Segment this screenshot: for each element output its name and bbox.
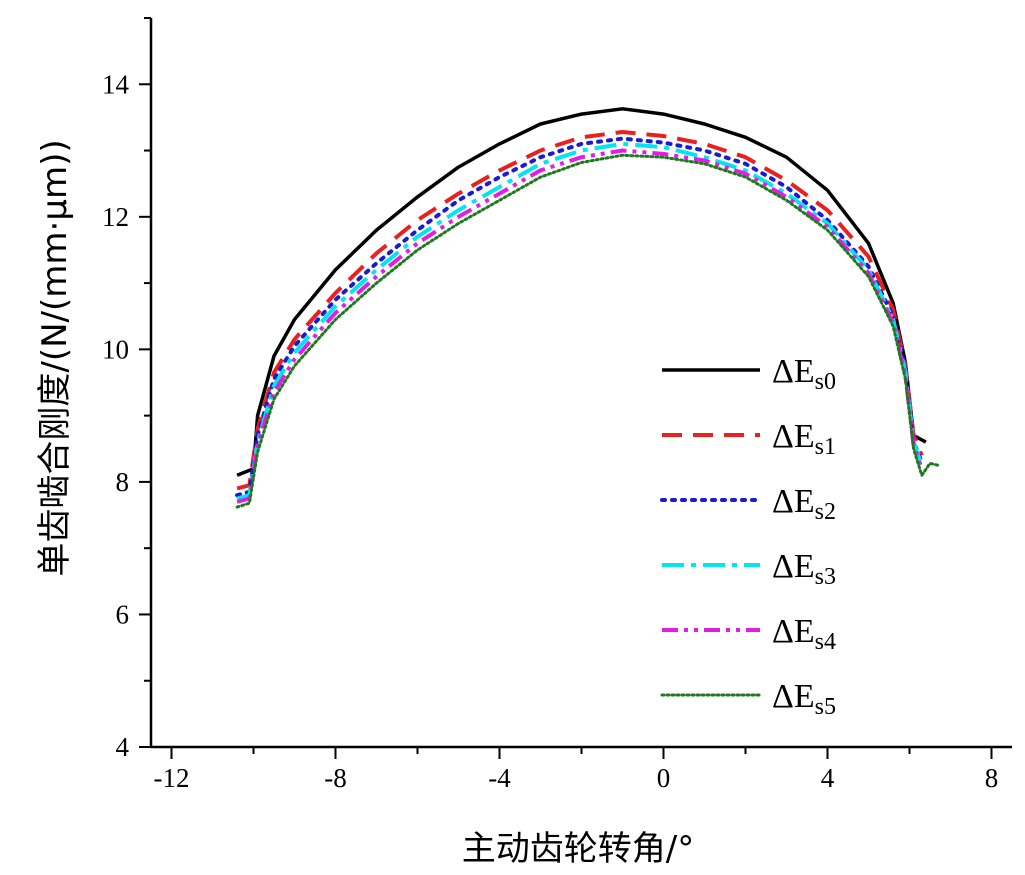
- series-line-4: [236, 148, 924, 504]
- y-tick-label: 6: [116, 599, 130, 629]
- axes: -12 -8 -4 0 4 8 4 6 8 10 12 14: [102, 17, 1012, 793]
- y-tick-label: 8: [116, 467, 130, 497]
- x-tick-label: -8: [324, 763, 347, 793]
- legend-label-1: ΔEs1: [772, 418, 836, 460]
- series-line-3: [236, 141, 924, 501]
- x-tick-label: 4: [821, 763, 835, 793]
- legend-label-3: ΔEs3: [772, 548, 836, 590]
- legend-label-0: ΔEs0: [772, 353, 836, 395]
- x-tick-label: 8: [985, 763, 999, 793]
- legend-label-5: ΔEs5: [772, 678, 836, 720]
- legend-label-2: ΔEs2: [772, 483, 836, 525]
- x-axis-title: 主动齿轮转角/°: [462, 829, 694, 869]
- y-axis-title: 单齿啮合刚度/(N/(mm·μm)): [35, 139, 75, 576]
- series-line-5: [235, 153, 940, 509]
- y-tick-label: 12: [102, 202, 129, 232]
- series-layer: [235, 107, 940, 509]
- y-tick-label: 14: [102, 69, 130, 99]
- y-tick-label: 4: [116, 732, 130, 762]
- x-tick-label: -4: [488, 763, 511, 793]
- series-line-0: [236, 107, 927, 477]
- legend: ΔEs0 ΔEs1 ΔEs2 ΔEs3 ΔEs4 ΔEs5: [660, 353, 836, 720]
- x-tick-label: -12: [154, 763, 190, 793]
- series-line-1: [236, 130, 924, 491]
- y-tick-label: 10: [102, 334, 129, 364]
- x-tick-label: 0: [657, 763, 671, 793]
- legend-label-4: ΔEs4: [772, 613, 836, 655]
